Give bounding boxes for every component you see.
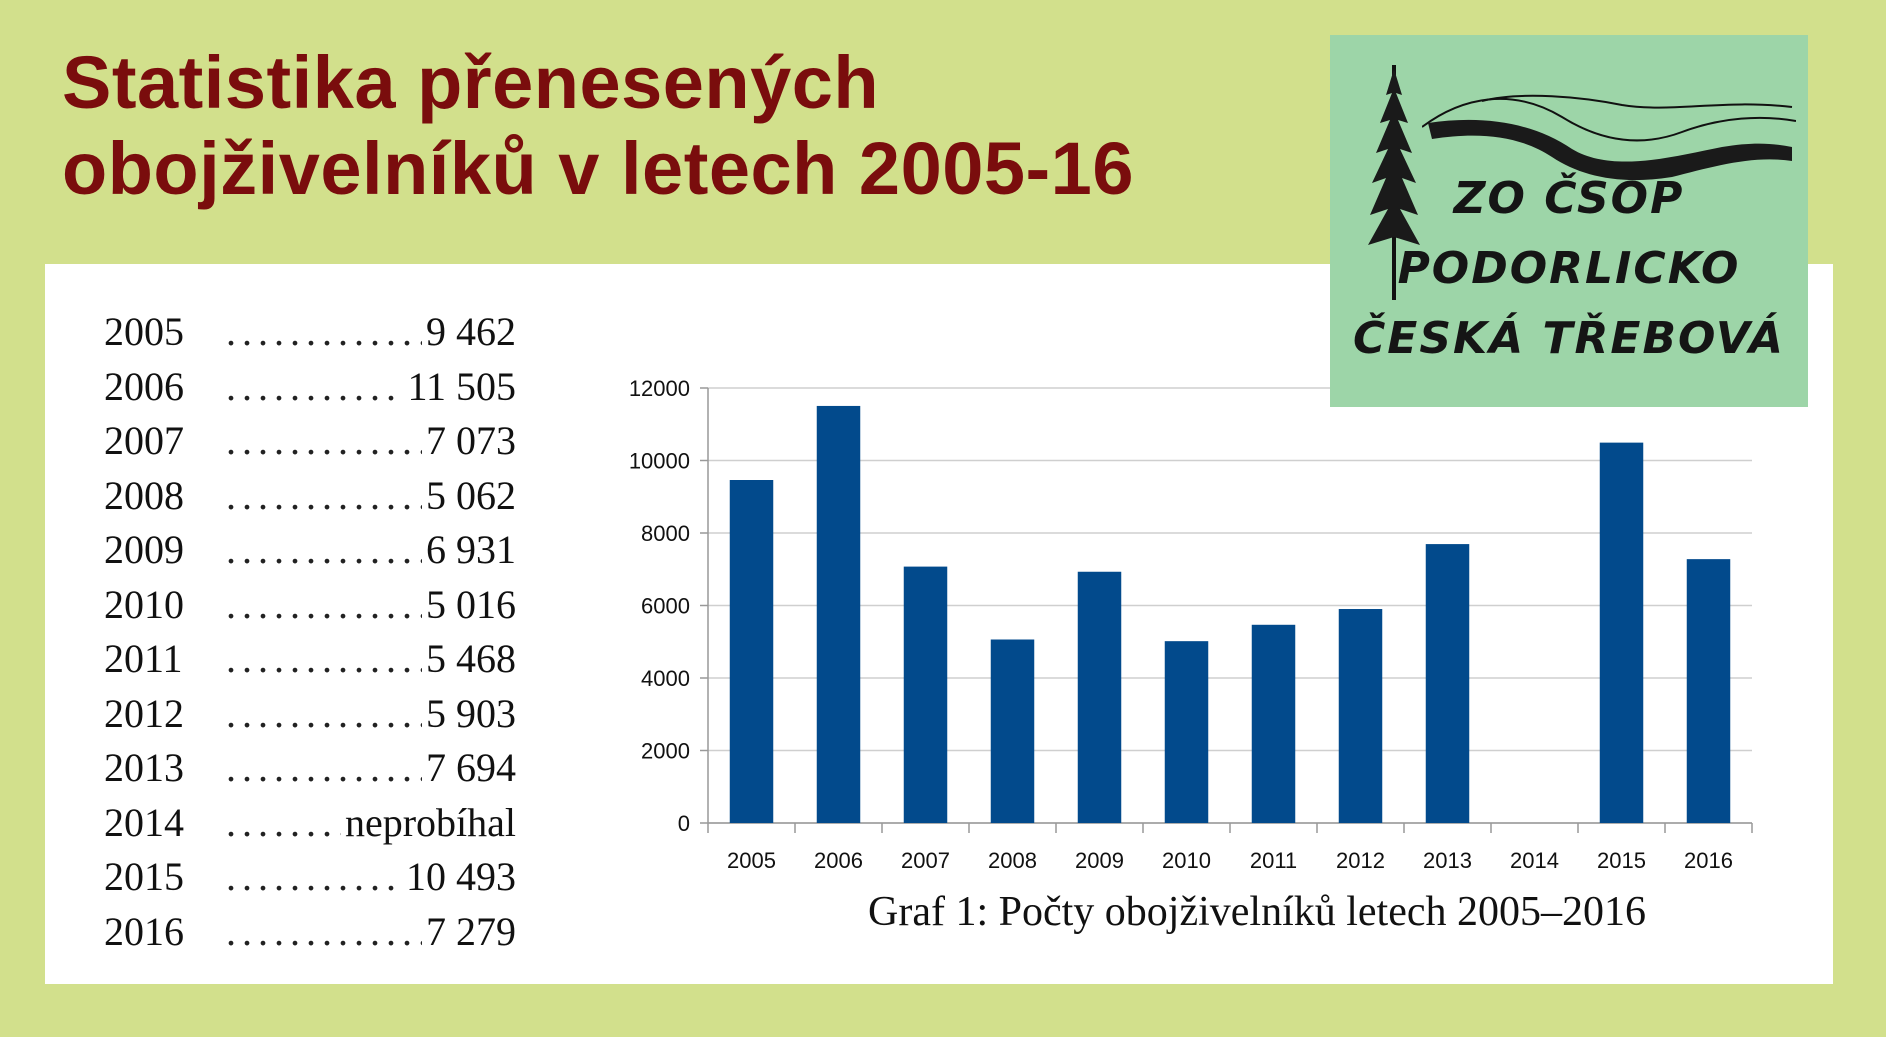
table-row: 2009..................................6 … — [104, 526, 516, 581]
y-tick-label: 0 — [678, 811, 690, 836]
table-row: 2008..................................5 … — [104, 472, 516, 527]
leader-dots: .................................. — [226, 309, 422, 354]
organization-logo: ZO ČSOP PODORLICKO ČESKÁ TŘEBOVÁ — [1330, 35, 1808, 407]
leader-dots: .................................. — [226, 418, 422, 463]
table-value: 6 931 — [426, 527, 516, 572]
table-row: 2010..................................5 … — [104, 581, 516, 636]
x-tick-label: 2007 — [901, 848, 950, 873]
page-title: Statistika přenesených obojživelníků v l… — [62, 40, 1134, 212]
table-year: 2008 — [104, 472, 184, 518]
table-value: 9 462 — [426, 309, 516, 354]
y-tick-label: 4000 — [641, 666, 690, 691]
table-value: neprobíhal — [344, 799, 516, 845]
leader-dots: .................................. — [226, 363, 403, 409]
table-row: 2005..................................9 … — [104, 308, 516, 363]
table-year: 2009 — [104, 527, 184, 572]
x-tick-label: 2009 — [1075, 848, 1124, 873]
logo-line-3: ČESKÁ TŘEBOVÁ — [1353, 313, 1785, 364]
table-year: 2016 — [104, 908, 184, 954]
chart-caption: Graf 1: Počty obojživelníků letech 2005–… — [868, 889, 1647, 935]
table-year: 2015 — [104, 854, 184, 899]
table-row: 2012..................................5 … — [104, 690, 516, 745]
table-row: 2016..................................7 … — [104, 908, 516, 963]
leader-dots: .................................. — [226, 908, 422, 954]
table-year: 2007 — [104, 418, 184, 463]
title-line-2: obojživelníků v letech 2005-16 — [62, 127, 1134, 210]
table-row: 2013..................................7 … — [104, 744, 516, 799]
table-row: 2007..................................7 … — [104, 417, 516, 472]
bar — [729, 480, 774, 823]
table-value: 7 694 — [426, 745, 516, 790]
table-row: 2014..................................ne… — [104, 799, 516, 854]
logo-line-2: PODORLICKO — [1397, 243, 1741, 294]
tree-icon — [1368, 65, 1420, 300]
leader-dots: .................................. — [226, 690, 422, 736]
leader-dots: .................................. — [226, 854, 402, 899]
bar — [1164, 641, 1209, 823]
y-tick-label: 8000 — [641, 521, 690, 546]
x-tick-label: 2005 — [727, 848, 776, 873]
leader-dots: .................................. — [226, 527, 422, 572]
x-tick-label: 2011 — [1250, 848, 1297, 873]
table-year: 2005 — [104, 309, 184, 354]
x-tick-label: 2015 — [1597, 848, 1646, 873]
table-value: 5 062 — [426, 472, 516, 518]
y-tick-label: 2000 — [641, 739, 690, 764]
y-tick-label: 6000 — [641, 594, 690, 619]
table-value: 11 505 — [407, 363, 516, 409]
x-tick-label: 2008 — [988, 848, 1037, 873]
table-year: 2006 — [104, 363, 184, 409]
table-value: 7 073 — [426, 418, 516, 463]
x-tick-label: 2010 — [1162, 848, 1211, 873]
leader-dots: .................................. — [226, 581, 422, 627]
x-tick-label: 2013 — [1423, 848, 1472, 873]
table-row: 2011..................................5 … — [104, 635, 516, 690]
x-tick-label: 2016 — [1684, 848, 1733, 873]
table-year: 2012 — [104, 690, 184, 736]
table-value: 5 903 — [426, 690, 516, 736]
bar-chart: 0 2000 4000 6000 8000 10000 12000 2005 2006 2007 2… — [629, 376, 1753, 873]
x-tick-label: 2014 — [1510, 848, 1559, 873]
bar — [990, 639, 1035, 823]
table-value: 7 279 — [426, 908, 516, 954]
bar — [1425, 544, 1470, 823]
x-tick-label: 2006 — [814, 848, 863, 873]
table-year: 2011 — [104, 636, 183, 681]
bar — [1077, 571, 1122, 823]
y-tick-label: 12000 — [629, 376, 690, 401]
bar — [1599, 442, 1644, 823]
bar — [1251, 624, 1296, 823]
table-value: 5 016 — [426, 581, 516, 627]
leader-dots: .................................. — [226, 745, 422, 790]
leader-dots: .................................. — [226, 799, 341, 845]
table-value: 5 468 — [426, 636, 516, 681]
bar — [1338, 609, 1383, 823]
table-row: 2006..................................11… — [104, 363, 516, 418]
bar — [816, 405, 861, 823]
table-value: 10 493 — [406, 854, 516, 899]
y-tick-label: 10000 — [629, 449, 690, 474]
leader-dots: .................................. — [226, 636, 422, 681]
table-year: 2014 — [104, 799, 184, 845]
table-year: 2013 — [104, 745, 184, 790]
leader-dots: .................................. — [226, 472, 422, 518]
table-row: 2015..................................10… — [104, 853, 516, 908]
hills-icon — [1422, 94, 1796, 181]
table-year: 2010 — [104, 581, 184, 627]
logo-line-1: ZO ČSOP — [1453, 173, 1685, 224]
bar — [1686, 559, 1731, 823]
yearly-counts-table: 2005..................................9 … — [104, 308, 516, 962]
bar — [903, 566, 948, 823]
x-tick-label: 2012 — [1336, 848, 1385, 873]
title-line-1: Statistika přenesených — [62, 41, 880, 124]
